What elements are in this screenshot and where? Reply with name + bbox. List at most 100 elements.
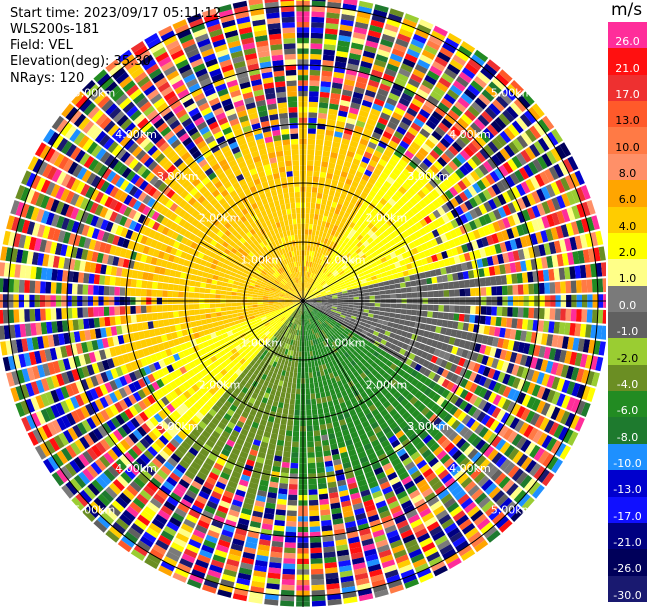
velocity-gate	[347, 255, 354, 261]
velocity-gate	[202, 149, 213, 159]
velocity-gate	[277, 402, 284, 409]
velocity-gate	[404, 13, 419, 24]
velocity-gate	[326, 294, 332, 297]
velocity-gate	[247, 293, 253, 297]
velocity-gate	[514, 261, 522, 273]
velocity-gate	[340, 99, 351, 107]
velocity-gate	[74, 195, 85, 208]
velocity-gate	[369, 136, 380, 145]
velocity-gate	[411, 286, 418, 293]
velocity-gate	[512, 284, 519, 295]
velocity-gate	[320, 291, 326, 295]
velocity-gate	[351, 285, 358, 289]
velocity-gate	[384, 126, 395, 135]
velocity-gate	[287, 246, 291, 253]
velocity-gate	[312, 287, 317, 292]
velocity-gate	[288, 107, 298, 113]
velocity-gate	[220, 14, 235, 23]
velocity-gate	[375, 54, 389, 63]
velocity-gate	[118, 191, 129, 203]
velocity-gate	[328, 108, 338, 116]
velocity-gate	[130, 279, 137, 288]
velocity-gate	[380, 135, 390, 145]
velocity-gate	[324, 269, 329, 275]
velocity-gate	[527, 161, 539, 175]
velocity-gate	[541, 115, 555, 130]
velocity-gate	[393, 278, 400, 284]
velocity-gate	[330, 152, 338, 159]
velocity-gate	[51, 115, 65, 130]
velocity-gate	[188, 292, 195, 298]
velocity-gate	[387, 274, 394, 281]
velocity-gate	[481, 110, 494, 123]
velocity-gate	[495, 73, 509, 87]
velocity-gate	[327, 167, 335, 175]
velocity-gate	[521, 91, 535, 106]
velocity-gate	[421, 49, 436, 60]
velocity-gate	[196, 121, 208, 131]
velocity-gate	[453, 183, 463, 194]
velocity-gate	[389, 53, 403, 63]
velocity-gate	[272, 59, 284, 67]
velocity-gate	[34, 280, 41, 294]
velocity-gate	[406, 263, 413, 270]
velocity-gate	[395, 176, 405, 186]
velocity-gate	[530, 176, 541, 190]
velocity-gate	[235, 218, 243, 226]
velocity-gate	[26, 221, 36, 235]
velocity-gate	[440, 97, 453, 109]
velocity-gate	[213, 130, 224, 140]
velocity-gate	[298, 294, 302, 299]
velocity-gate	[178, 310, 185, 317]
velocity-gate	[280, 0, 295, 2]
velocity-gate	[165, 209, 174, 219]
velocity-gate	[434, 126, 446, 137]
velocity-gate	[533, 140, 545, 155]
velocity-gate	[273, 216, 280, 223]
velocity-gate	[360, 191, 368, 199]
velocity-gate	[104, 81, 118, 94]
velocity-gate	[267, 103, 277, 110]
velocity-gate	[119, 287, 126, 296]
velocity-gate	[208, 215, 216, 223]
velocity-gate	[305, 202, 311, 208]
velocity-gate	[278, 429, 286, 436]
velocity-gate	[367, 280, 373, 286]
velocity-gate	[169, 269, 177, 277]
velocity-gate	[399, 172, 408, 182]
velocity-gate	[404, 275, 411, 282]
velocity-gate	[269, 289, 276, 293]
velocity-gate	[333, 271, 339, 277]
velocity-gate	[334, 256, 340, 263]
velocity-gate	[96, 229, 105, 241]
velocity-gate	[352, 245, 359, 252]
velocity-gate	[220, 210, 229, 218]
velocity-gate	[226, 136, 237, 145]
velocity-gate	[310, 285, 315, 291]
velocity-gate	[148, 68, 162, 80]
velocity-gate	[330, 268, 336, 274]
velocity-gate	[555, 179, 566, 194]
velocity-gate	[325, 263, 331, 270]
velocity-gate	[263, 295, 269, 299]
velocity-gate	[137, 271, 144, 280]
velocity-gate	[156, 193, 166, 203]
velocity-gate	[350, 282, 357, 287]
velocity-gate	[349, 47, 363, 56]
velocity-gate	[293, 267, 296, 273]
velocity-gate	[391, 48, 405, 58]
velocity-gate	[54, 242, 63, 256]
velocity-gate	[341, 94, 352, 102]
velocity-gate	[178, 257, 185, 266]
velocity-gate	[311, 267, 315, 274]
velocity-gate	[145, 63, 160, 75]
velocity-gate	[293, 278, 297, 284]
velocity-gate	[144, 125, 156, 137]
velocity-gate	[406, 218, 415, 227]
velocity-gate	[305, 297, 311, 300]
velocity-gate	[299, 276, 302, 283]
velocity-gate	[276, 287, 282, 291]
velocity-gate	[372, 103, 383, 112]
velocity-gate	[276, 250, 281, 257]
velocity-gate	[401, 182, 411, 191]
